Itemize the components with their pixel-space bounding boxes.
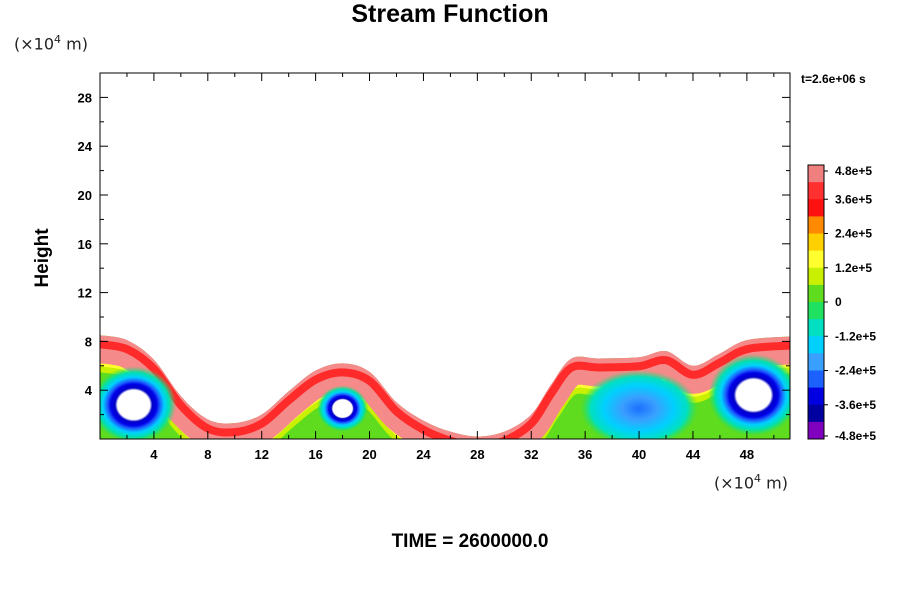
colorbar-swatch xyxy=(808,302,824,320)
x-tick-label: 28 xyxy=(470,447,484,462)
y-tick-label: 12 xyxy=(78,286,92,301)
colorbar-tick-label: 4.8e+5 xyxy=(835,164,872,178)
plot-frame xyxy=(99,72,791,440)
colorbar-swatch xyxy=(808,387,824,406)
vortex-1 xyxy=(317,385,369,432)
x-tick-label: 4 xyxy=(150,447,158,462)
x-tick-label: 44 xyxy=(686,447,701,462)
colorbar-tick-label: 0 xyxy=(835,295,842,309)
surface-band-red-core xyxy=(100,340,790,439)
y-tick-label: 16 xyxy=(78,237,92,252)
colorbar-tick-label: -2.4e+5 xyxy=(835,364,876,378)
time-footer: TIME = 2600000.0 xyxy=(391,531,549,552)
negative-region-3 xyxy=(580,370,699,439)
fluid-interior xyxy=(100,335,790,439)
chart-title: Stream Function xyxy=(351,0,549,28)
colorbar-tick-label: 1.2e+5 xyxy=(835,261,872,275)
colorbar-swatch xyxy=(808,233,824,252)
colorbar-swatch xyxy=(808,250,824,269)
colorbar-swatch xyxy=(808,216,824,234)
colorbar-tick-label: -3.6e+5 xyxy=(835,398,876,412)
colorbar: 4.8e+5 3.6e+5 2.4e+5 1.2e+5 0 -1.2e+5 -2.4e+5 -… xyxy=(807,164,876,443)
colorbar-tick-label: 2.4e+5 xyxy=(835,227,872,241)
colorbar-swatch xyxy=(808,421,824,440)
y-tick-label: 8 xyxy=(85,334,92,349)
x-tick-label: 32 xyxy=(524,447,538,462)
colorbar-swatch xyxy=(808,404,824,423)
x-tick-label: 40 xyxy=(632,447,646,462)
x-tick-label: 8 xyxy=(204,447,211,462)
surface-band-pink xyxy=(100,335,790,439)
x-tick-label: 24 xyxy=(416,447,431,462)
colorbar-tick-label: -1.2e+5 xyxy=(835,329,876,343)
colorbar-swatch xyxy=(808,165,824,183)
colorbar-swatch xyxy=(808,353,824,371)
y-tick-label: 24 xyxy=(78,139,93,154)
colorbar-tick-label: 3.6e+5 xyxy=(835,192,872,206)
colorbar-swatch xyxy=(808,336,824,354)
x-tick-label: 20 xyxy=(362,447,376,462)
vortex-2 xyxy=(708,354,790,437)
surface-band-edge xyxy=(100,335,790,439)
y-tick-label: 4 xyxy=(85,383,93,398)
x-scale-note: (×104 m) xyxy=(714,472,788,493)
y-tick-label: 20 xyxy=(78,188,92,203)
colorbar-tick-label: -4.8e+5 xyxy=(835,429,876,443)
y-tick-label: 28 xyxy=(78,90,92,105)
colorbar-swatch xyxy=(808,199,824,217)
x-tick-label: 16 xyxy=(308,447,322,462)
x-tick-label: 48 xyxy=(740,447,754,462)
y-scale-note: (×104 m) xyxy=(14,33,88,54)
vortex-0 xyxy=(100,366,177,439)
colorbar-swatch xyxy=(808,319,824,337)
colorbar-swatch xyxy=(808,267,824,286)
x-tick-label: 12 xyxy=(254,447,268,462)
x-tick-label: 36 xyxy=(578,447,592,462)
stream-function-field xyxy=(100,335,790,439)
colorbar-swatch xyxy=(808,182,824,200)
colorbar-swatch xyxy=(808,370,824,389)
time-label: t=2.6e+06 s xyxy=(801,72,866,86)
colorbar-swatch xyxy=(808,284,824,303)
